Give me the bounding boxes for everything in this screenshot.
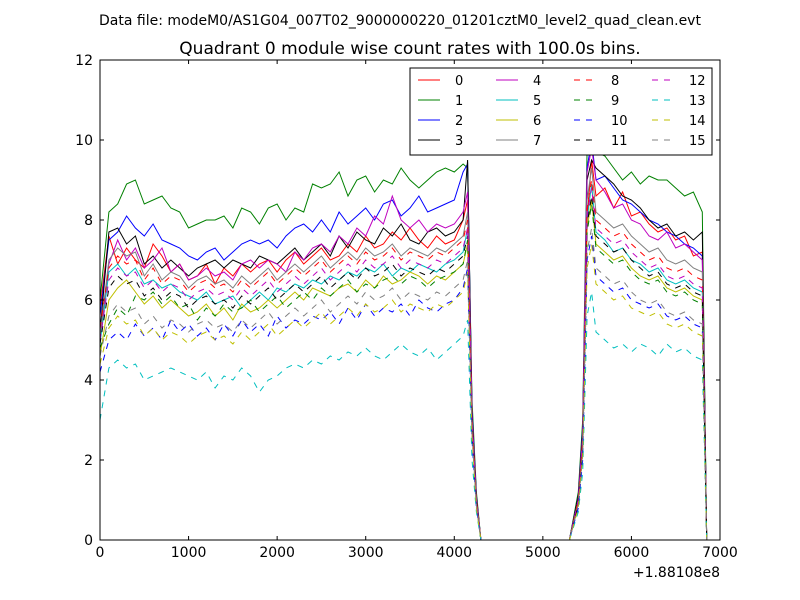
series-line-15 — [99, 227, 708, 541]
y-tick-label: 4 — [84, 373, 93, 389]
y-tick-label: 6 — [84, 293, 93, 309]
y-tick-label: 12 — [75, 53, 93, 69]
x-tick-label: 6000 — [614, 545, 650, 561]
legend-label: 1 — [455, 94, 463, 109]
legend-label: 3 — [455, 134, 463, 149]
series-line-8 — [99, 179, 708, 541]
series-line-6 — [99, 199, 708, 541]
series-line-11 — [99, 195, 708, 541]
series-line-3 — [99, 158, 708, 541]
x-tick-label: 5000 — [525, 545, 561, 561]
legend-label: 9 — [611, 94, 619, 109]
series-layer — [99, 91, 708, 541]
y-tick-label: 10 — [75, 133, 93, 149]
figure-suptitle: Data file: modeM0/AS1G04_007T02_90000002… — [99, 13, 701, 29]
y-tick-label: 8 — [84, 213, 93, 229]
series-line-5 — [99, 183, 708, 541]
series-line-10 — [99, 235, 708, 541]
series-line-14 — [99, 243, 708, 541]
series-line-13 — [99, 291, 708, 541]
legend-label: 4 — [533, 74, 541, 89]
legend-box — [409, 67, 713, 156]
legend-label: 7 — [533, 134, 541, 149]
x-offset-label: +1.88108e8 — [633, 565, 720, 581]
legend-label: 14 — [689, 114, 706, 129]
series-line-2 — [99, 139, 708, 541]
legend-label: 0 — [455, 74, 463, 89]
series-line-7 — [99, 167, 708, 541]
series-line-1 — [99, 91, 708, 541]
legend-label: 10 — [611, 114, 628, 129]
legend-label: 12 — [689, 74, 706, 89]
series-line-4 — [99, 147, 708, 541]
chart-title: Quadrant 0 module wise count rates with … — [179, 39, 640, 59]
series-line-9 — [99, 203, 708, 541]
series-line-0 — [99, 159, 708, 541]
x-tick-label: 0 — [96, 545, 105, 561]
y-tick-label: 2 — [84, 453, 93, 469]
x-tick-label: 7000 — [702, 545, 738, 561]
x-tick-label: 4000 — [436, 545, 472, 561]
legend-label: 15 — [689, 134, 706, 149]
x-tick-label: 2000 — [259, 545, 295, 561]
x-tick-label: 3000 — [348, 545, 384, 561]
legend-label: 5 — [533, 94, 541, 109]
legend-label: 2 — [455, 114, 463, 129]
legend-label: 13 — [689, 94, 706, 109]
legend-label: 11 — [611, 134, 628, 149]
y-tick-label: 0 — [84, 533, 93, 549]
legend-label: 6 — [533, 114, 541, 129]
legend-label: 8 — [611, 74, 619, 89]
series-line-12 — [99, 187, 708, 541]
x-tick-label: 1000 — [171, 545, 207, 561]
